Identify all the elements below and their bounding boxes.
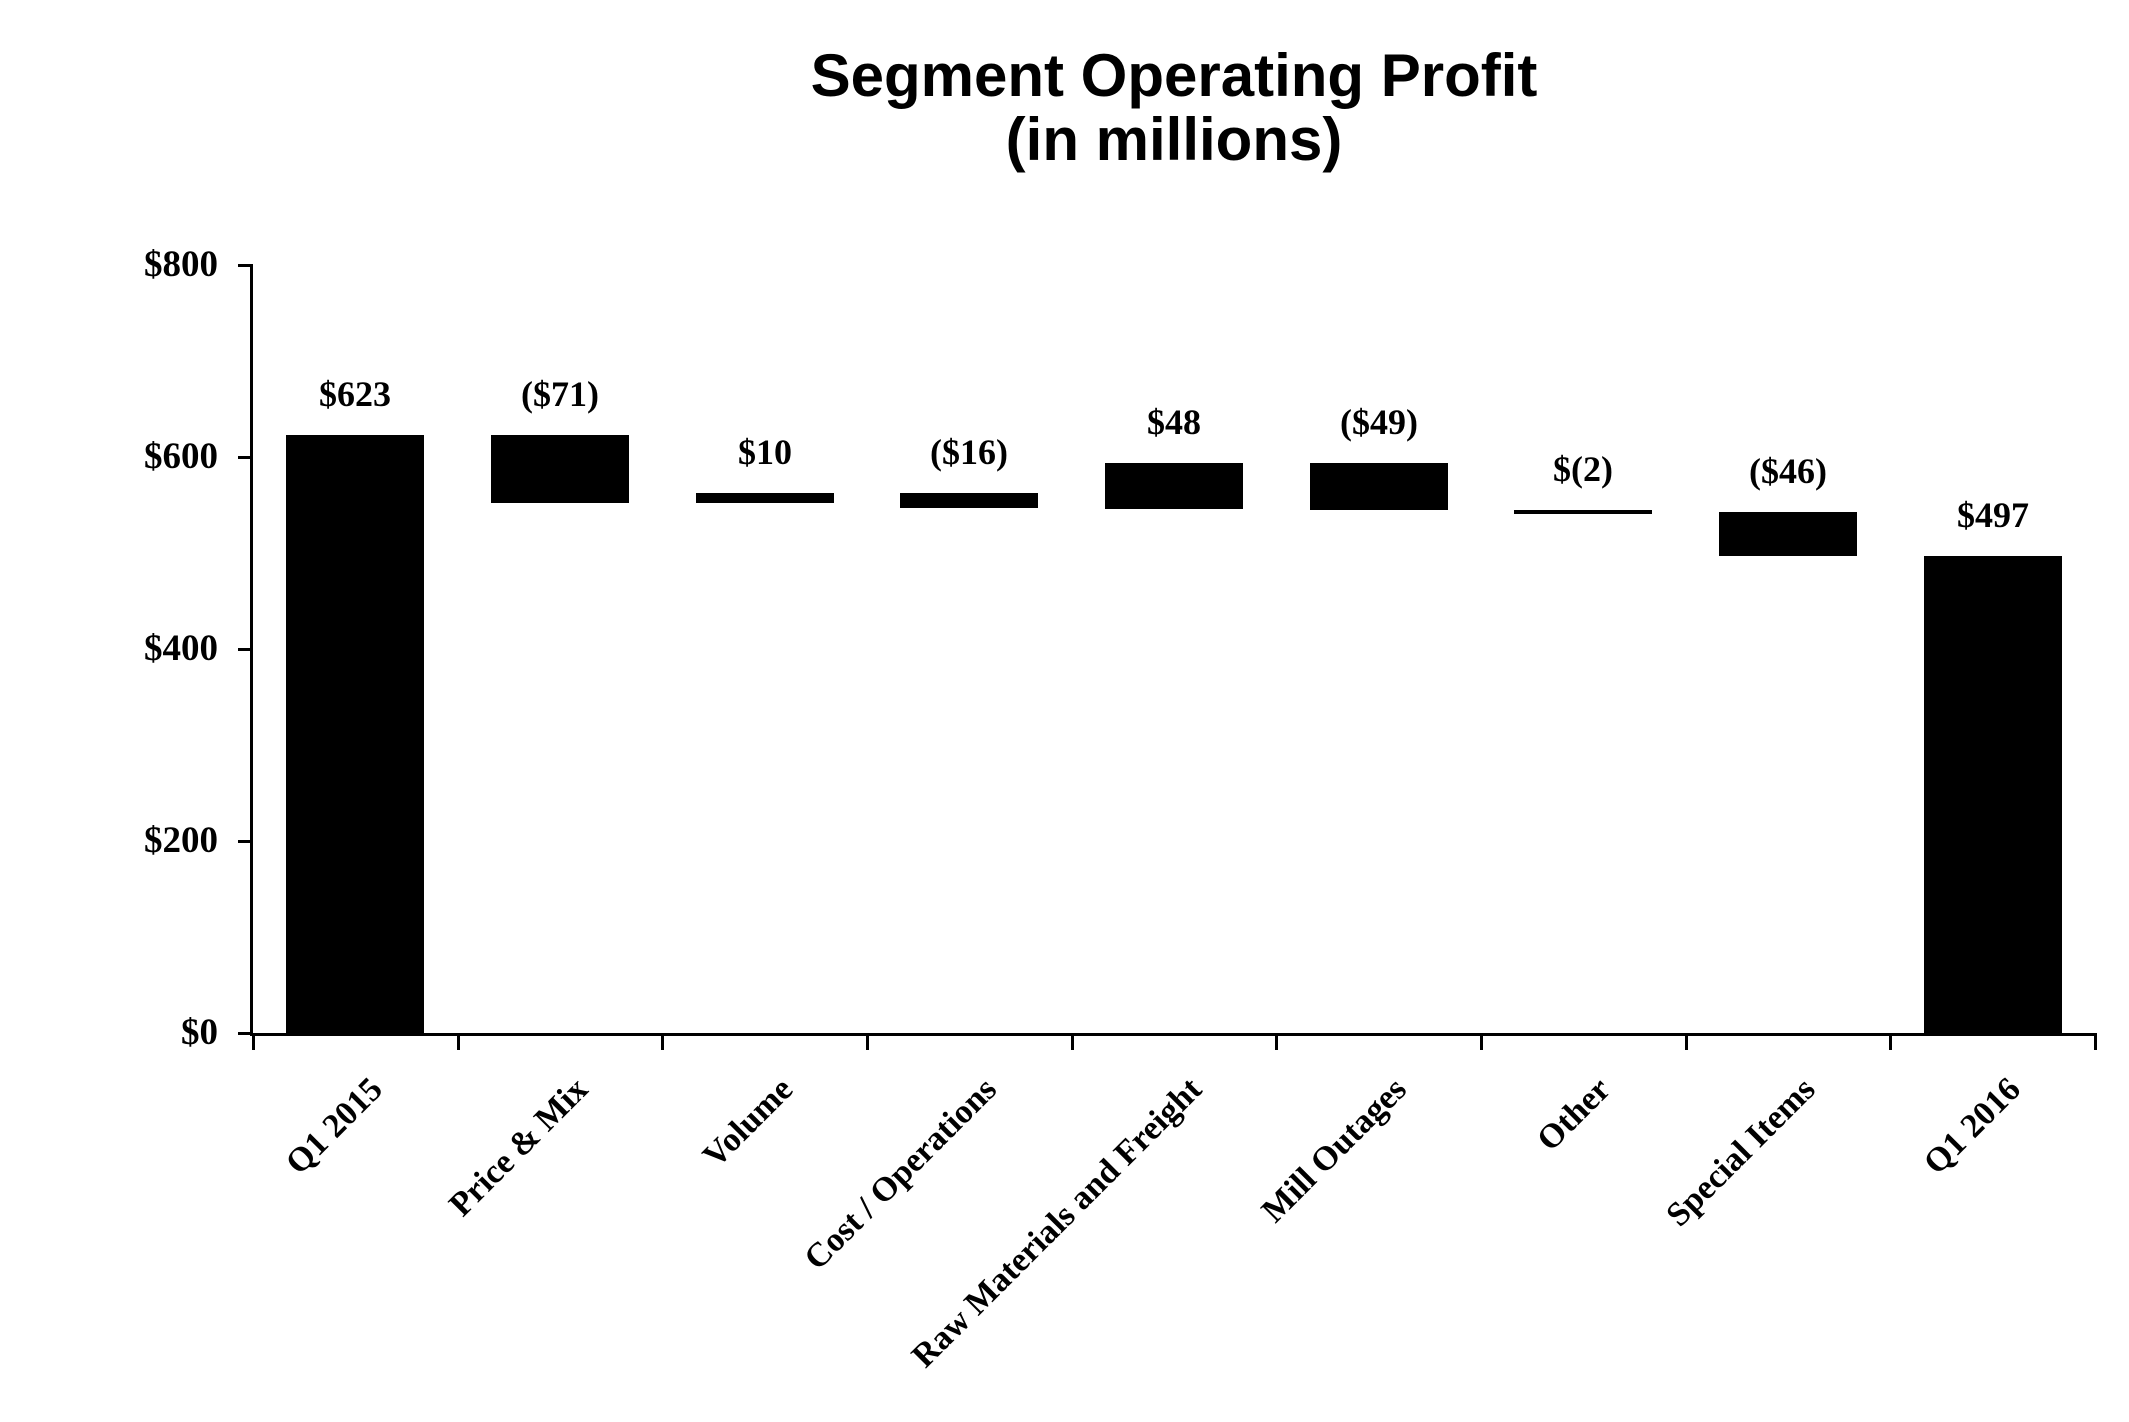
category-label: Q1 2015: [278, 1070, 390, 1182]
y-axis-tick-label: $400: [144, 628, 218, 669]
category-label: Cost / Operations: [797, 1070, 1004, 1278]
bar: [491, 435, 629, 503]
chart-title: Segment Operating Profit: [810, 42, 1538, 109]
bar-value-label: $623: [319, 374, 391, 414]
y-axis-tick-label: $200: [144, 820, 218, 861]
category-label: Price & Mix: [441, 1070, 595, 1224]
x-axis-tick: [1275, 1036, 1278, 1050]
bar-value-label: ($49): [1340, 402, 1418, 442]
y-axis-tick-label: $800: [144, 244, 218, 285]
bar-value-label: ($71): [521, 374, 599, 414]
bar: [1719, 512, 1857, 556]
y-axis-tick-label: $600: [144, 436, 218, 477]
bar-value-label: ($46): [1749, 451, 1827, 491]
bar-value-label: $10: [738, 432, 792, 472]
bar: [1105, 463, 1243, 509]
bar: [286, 435, 424, 1033]
bar-value-label: $(2): [1553, 449, 1613, 489]
y-axis-tick-label: $0: [181, 1012, 218, 1053]
category-label: Volume: [695, 1070, 800, 1175]
x-axis-tick: [1480, 1036, 1483, 1050]
y-axis-tick: [238, 1032, 253, 1035]
category-label: Other: [1530, 1070, 1618, 1159]
category-label: Mill Outages: [1254, 1070, 1414, 1230]
x-axis-tick: [252, 1036, 255, 1050]
bar-value-label: ($16): [930, 432, 1008, 472]
y-axis-tick: [238, 648, 253, 651]
bar: [1310, 463, 1448, 510]
chart-subtitle: (in millions): [1005, 106, 1343, 173]
bar-value-label: $497: [1957, 495, 2029, 535]
x-axis-line: [250, 1033, 2097, 1036]
bar: [1924, 556, 2062, 1033]
bar: [696, 493, 834, 503]
bar-value-label: $48: [1147, 402, 1201, 442]
x-axis-tick: [661, 1036, 664, 1050]
x-axis-tick: [457, 1036, 460, 1050]
y-axis-tick: [238, 840, 253, 843]
category-label: Q1 2016: [1916, 1070, 2028, 1182]
x-axis-tick: [2094, 1036, 2097, 1050]
x-axis-tick: [866, 1036, 869, 1050]
x-axis-tick: [1889, 1036, 1892, 1050]
x-axis-tick: [1071, 1036, 1074, 1050]
x-axis-tick: [1685, 1036, 1688, 1050]
category-label: Special Items: [1659, 1070, 1823, 1234]
y-axis-tick: [238, 264, 253, 267]
y-axis-tick: [238, 456, 253, 459]
bar: [1514, 510, 1652, 514]
bar: [900, 493, 1038, 508]
